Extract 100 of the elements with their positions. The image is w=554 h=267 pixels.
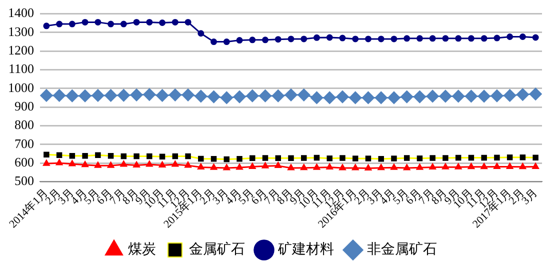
point	[378, 156, 384, 162]
point	[159, 154, 166, 160]
y-tick-label: 1300	[8, 24, 34, 39]
point	[168, 88, 182, 102]
point	[94, 162, 102, 168]
y-tick-label: 700	[14, 136, 34, 151]
point	[275, 155, 281, 162]
point	[416, 155, 423, 162]
point	[352, 156, 358, 162]
point	[156, 89, 169, 102]
point	[108, 20, 114, 28]
point	[172, 18, 178, 26]
point	[184, 162, 192, 168]
legend-label: 煤炭	[128, 242, 156, 258]
point	[404, 155, 410, 161]
point	[388, 91, 400, 104]
point	[288, 164, 294, 170]
point	[274, 36, 282, 43]
point	[352, 36, 359, 42]
legend-label: 金属矿石	[189, 242, 245, 258]
point	[107, 162, 114, 168]
point	[172, 160, 178, 167]
point	[404, 35, 410, 42]
point	[468, 154, 474, 161]
point	[455, 154, 462, 161]
point	[519, 33, 526, 40]
point	[43, 160, 50, 166]
point	[313, 164, 320, 170]
point	[172, 153, 178, 160]
point	[364, 164, 372, 170]
point	[481, 154, 487, 161]
point	[390, 164, 398, 170]
point	[314, 154, 320, 161]
point	[454, 163, 462, 170]
point	[439, 90, 452, 102]
point	[272, 90, 284, 102]
legend-label: 非金属矿石	[367, 242, 437, 258]
point	[56, 159, 63, 166]
y-tick-label: 900	[14, 98, 34, 114]
point	[108, 153, 114, 159]
y-tick-label: 600	[14, 154, 34, 170]
point	[480, 35, 488, 42]
point	[223, 164, 230, 170]
point	[43, 22, 50, 30]
point	[143, 88, 156, 101]
point	[236, 156, 242, 162]
point	[391, 156, 397, 162]
point	[529, 88, 542, 100]
point	[326, 34, 333, 41]
point	[56, 152, 62, 158]
point	[208, 90, 220, 104]
point	[92, 89, 104, 102]
point	[210, 38, 218, 46]
point	[133, 162, 140, 168]
point	[194, 90, 208, 102]
point	[532, 34, 539, 41]
point	[490, 90, 504, 102]
point	[223, 38, 230, 46]
point	[236, 164, 243, 170]
point	[250, 155, 256, 162]
y-tick-label: 1100	[8, 61, 34, 76]
point	[78, 90, 92, 102]
point	[416, 164, 424, 170]
point	[198, 30, 204, 37]
point	[68, 160, 76, 166]
point	[298, 88, 310, 102]
point	[504, 89, 516, 102]
legend-label: 矿建材料	[277, 242, 334, 258]
point	[452, 90, 465, 102]
point	[146, 160, 153, 167]
point	[323, 91, 336, 104]
point	[158, 162, 166, 168]
point	[532, 154, 538, 160]
point	[429, 35, 436, 42]
point	[494, 162, 500, 169]
y-tick-label: 1400	[8, 5, 34, 20]
point	[352, 164, 359, 170]
point	[69, 153, 76, 159]
point	[94, 18, 102, 26]
point	[236, 37, 243, 44]
point	[430, 155, 436, 161]
point	[288, 155, 294, 162]
point	[300, 36, 308, 42]
point	[184, 18, 192, 26]
point	[159, 20, 166, 26]
point	[413, 90, 426, 104]
point	[374, 91, 388, 104]
point	[336, 90, 349, 104]
point	[274, 162, 282, 168]
point	[326, 155, 332, 162]
point	[40, 89, 53, 102]
point	[520, 154, 526, 160]
point	[378, 36, 384, 42]
point	[210, 156, 217, 162]
point	[455, 35, 462, 42]
point	[349, 91, 362, 104]
point	[532, 162, 539, 169]
y-tick-label: 1000	[8, 80, 34, 95]
point	[390, 36, 398, 42]
point	[339, 164, 346, 170]
